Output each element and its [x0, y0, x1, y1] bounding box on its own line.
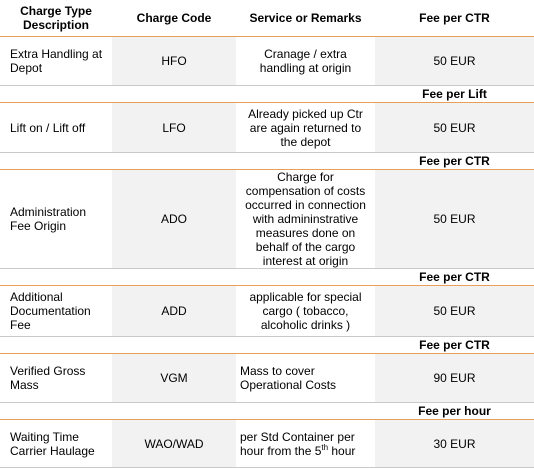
- fee-unit-row: Fee per CTR: [0, 268, 534, 286]
- header-row: Charge Type Description Charge Code Serv…: [0, 0, 534, 37]
- fee-unit-label: Fee per Lift: [375, 85, 534, 103]
- charge-fee: 30 EUR: [375, 419, 534, 468]
- charge-description: Verified Gross Mass: [0, 353, 112, 403]
- charge-fee: 50 EUR: [375, 169, 534, 269]
- charge-remarks: Mass to cover Operational Costs: [236, 353, 375, 403]
- charge-remarks: Already picked up Ctr are again returned…: [236, 102, 375, 153]
- charge-row-add: Additional Documentation Fee ADD applica…: [0, 285, 534, 337]
- charge-fee: 50 EUR: [375, 36, 534, 86]
- charge-description: Extra Handling at Depot: [0, 36, 112, 86]
- charge-remarks: per Std Container per hour from the 5th …: [236, 419, 375, 468]
- charge-description: Administration Fee Origin: [0, 169, 112, 269]
- fee-unit-label: Fee per CTR: [375, 152, 534, 170]
- charge-row-lfo: Lift on / Lift off LFO Already picked up…: [0, 102, 534, 153]
- header-description: Charge Type Description: [0, 0, 112, 37]
- charge-code: HFO: [112, 36, 236, 86]
- remarks-text: per Std Container per hour from the 5: [240, 429, 355, 458]
- charge-fee: 50 EUR: [375, 285, 534, 337]
- charge-code: LFO: [112, 102, 236, 153]
- header-fee: Fee per CTR: [375, 0, 534, 37]
- header-code: Charge Code: [112, 0, 236, 37]
- charge-row-wao-wad: Waiting Time Carrier Haulage WAO/WAD per…: [0, 419, 534, 468]
- charge-remarks: applicable for special cargo ( tobacco, …: [236, 285, 375, 337]
- charge-row-vgm: Verified Gross Mass VGM Mass to cover Op…: [0, 353, 534, 403]
- charge-remarks: Cranage / extra handling at origin: [236, 36, 375, 86]
- remarks-text-end: hour: [328, 443, 356, 458]
- charge-code: VGM: [112, 353, 236, 403]
- fee-unit-label: Fee per hour: [375, 402, 534, 420]
- fee-unit-row: Fee per hour: [0, 402, 534, 420]
- charge-fee: 90 EUR: [375, 353, 534, 403]
- charge-row-hfo: Extra Handling at Depot HFO Cranage / ex…: [0, 36, 534, 86]
- charge-code: WAO/WAD: [112, 419, 236, 468]
- fee-unit-label: Fee per CTR: [375, 268, 534, 286]
- charge-description: Additional Documentation Fee: [0, 285, 112, 337]
- charge-description: Waiting Time Carrier Haulage: [0, 419, 112, 468]
- fee-unit-label: Fee per CTR: [375, 336, 534, 354]
- charge-remarks: Charge for compensation of costs occurre…: [236, 169, 375, 269]
- ordinal-suffix: th: [321, 442, 329, 452]
- charge-row-ado: Administration Fee Origin ADO Charge for…: [0, 169, 534, 269]
- fee-unit-row: Fee per CTR: [0, 152, 534, 170]
- charge-code: ADO: [112, 169, 236, 269]
- fee-unit-row: Fee per Lift: [0, 85, 534, 103]
- charge-code: ADD: [112, 285, 236, 337]
- charge-description: Lift on / Lift off: [0, 102, 112, 153]
- charge-fee: 50 EUR: [375, 102, 534, 153]
- header-remarks: Service or Remarks: [236, 0, 375, 37]
- fee-unit-row: Fee per CTR: [0, 336, 534, 354]
